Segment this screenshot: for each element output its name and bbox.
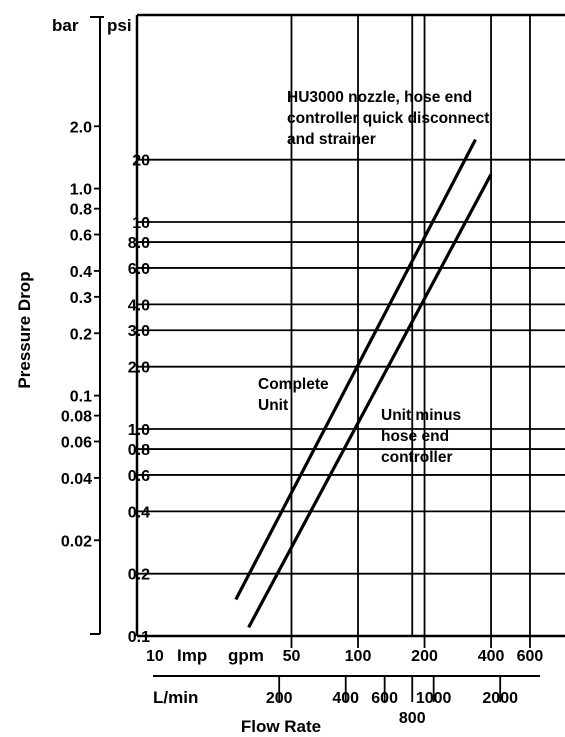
x-axis-title: Flow Rate [241,717,321,736]
lmin-tick-label-3: 800 [399,710,426,727]
bar-tick-label-6: 0.3 [70,290,92,307]
lmin-tick-label-1: 400 [332,690,359,707]
grid [137,15,565,648]
psi-tick-label-0: 0.1 [128,629,150,646]
y-unit-bar: bar [52,16,79,35]
gpm-tick-label-0: 10 [146,648,164,665]
annotation-complete-unit: Complete Unit [258,376,333,414]
x-unit-lmin: L/min [153,688,198,707]
annotation-complete-label: HU3000 nozzle, hose end [287,89,472,106]
bar-tick-label-9: 0.8 [70,202,92,219]
bar-tick-label-10: 1.0 [70,182,92,199]
gpm-tick-label-4: 400 [478,648,505,665]
annotation-hu3000-line-2: controller quick disconnect [287,110,489,127]
bar-tick-label-2: 0.06 [61,434,92,451]
annotation-hu3000: controller quick disconnect and strainer [287,110,494,148]
annotation-complete-line-1: Complete [258,376,329,393]
series-line-0 [234,138,477,601]
annotation-hu3000-line-3: and strainer [287,131,376,148]
lmin-tick-label-4: 1000 [416,690,452,707]
bar-tick-label-8: 0.6 [70,227,92,244]
psi-tick-label-8: 4.0 [128,297,150,314]
psi-tick-label-6: 2.0 [128,360,150,377]
psi-tick-label-10: 8.0 [128,235,150,252]
series-line-1 [247,173,493,629]
psi-tick-label-4: 0.8 [128,442,150,459]
bar-tick-label-0: 0.02 [61,533,92,550]
annotation-complete-line-2: Unit [258,397,288,414]
series-lines [234,138,493,629]
psi-tick-label-11: 10 [132,215,150,232]
psi-tick-label-2: 0.4 [128,504,150,521]
gpm-tick-label-3: 200 [411,648,438,665]
x-unit-gpm: gpm [228,646,264,665]
psi-tick-label-9: 6.0 [128,261,150,278]
psi-tick-label-1: 0.2 [128,567,150,584]
psi-tick-label-3: 0.6 [128,468,150,485]
gpm-tick-label-2: 100 [345,648,372,665]
bar-tick-label-4: 0.1 [70,389,92,406]
annotation-unit-minus: Unit minus hose end controller [381,407,465,466]
bar-tick-label-5: 0.2 [70,326,92,343]
x-unit-imp: Imp [177,646,207,665]
plot-frame [90,13,565,702]
y-axis-title: Pressure Drop [15,271,34,388]
bar-tick-label-1: 0.04 [61,471,92,488]
psi-tick-label-7: 3.0 [128,323,150,340]
y-unit-psi: psi [107,16,132,35]
lmin-tick-label-0: 200 [266,690,293,707]
annotation-minus-line-1: Unit minus [381,407,461,424]
annotation-minus-line-3: controller [381,449,452,466]
bar-tick-label-3: 0.08 [61,409,92,426]
annotation-minus-line-2: hose end [381,428,449,445]
gpm-tick-label-5: 600 [517,648,544,665]
bar-tick-label-7: 0.4 [70,264,92,281]
tick-labels: 0.1 0.2 0.4 0.6 0.8 1.0 2.0 3.0 4.0 6.0 8.0 10 20 0.0… [61,119,544,727]
lmin-tick-label-5: 2000 [482,690,518,707]
annotation-hu3000-line-1: HU3000 nozzle, hose end [287,89,472,106]
bar-tick-label-11: 2.0 [70,119,92,136]
psi-tick-label-5: 1.0 [128,422,150,439]
gpm-tick-label-1: 50 [283,648,301,665]
psi-tick-label-12: 20 [132,153,150,170]
lmin-tick-label-2: 600 [371,690,398,707]
